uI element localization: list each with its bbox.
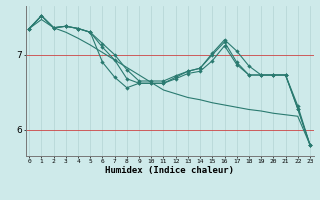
X-axis label: Humidex (Indice chaleur): Humidex (Indice chaleur) bbox=[105, 166, 234, 175]
